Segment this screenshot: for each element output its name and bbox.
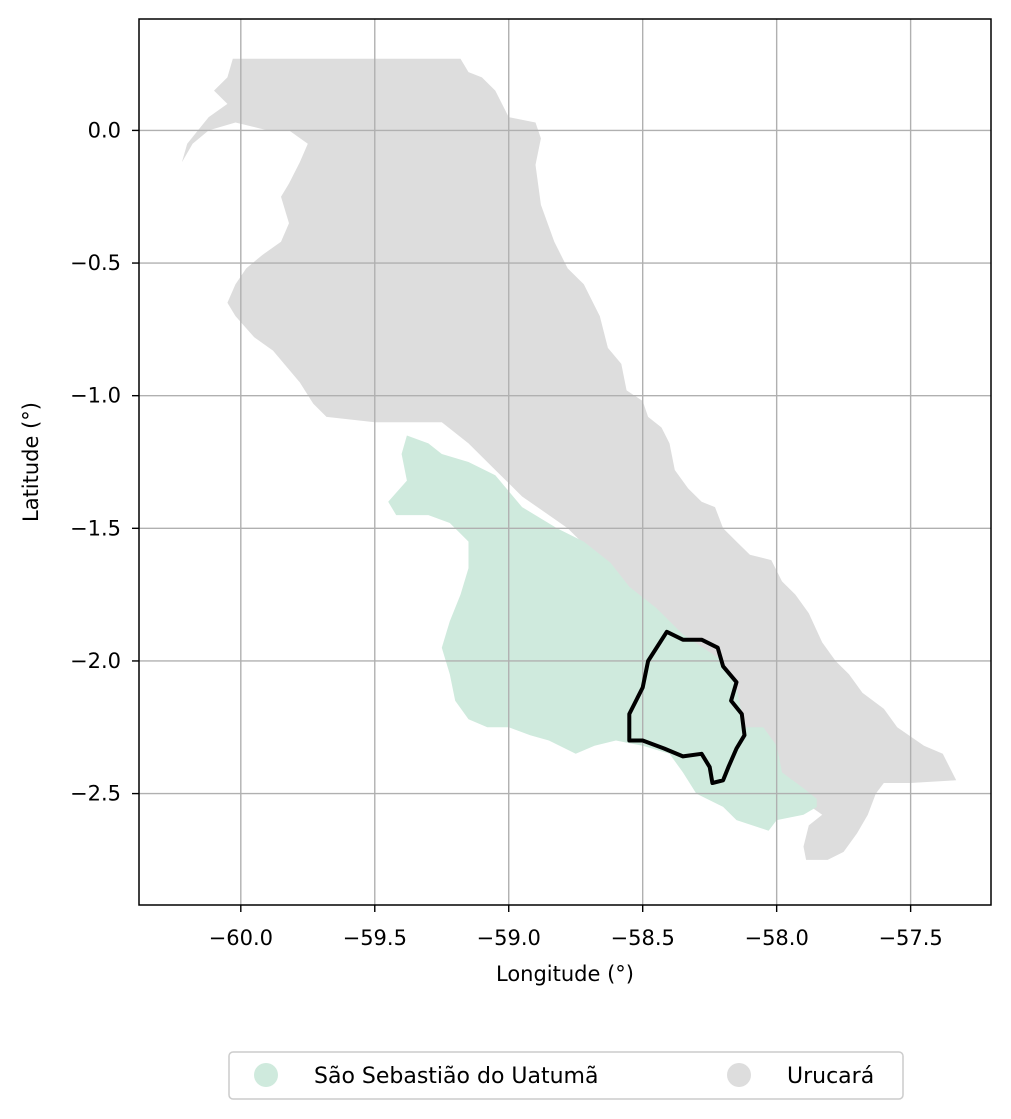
y-tick-label: −1.5 <box>70 516 121 540</box>
legend-marker-sao-sebastiao <box>254 1063 278 1087</box>
x-axis-ticks: −60.0 −59.5 −59.0 −58.5 −58.0 −57.5 <box>209 905 943 950</box>
region-sao-sebastiao-do-uatuma <box>388 435 817 831</box>
gridlines <box>139 19 991 905</box>
map-plot-area <box>139 19 991 905</box>
y-tick-label: −2.0 <box>70 649 121 673</box>
x-tick-label: −60.0 <box>209 926 273 950</box>
y-axis-ticks: 0.0 −0.5 −1.0 −1.5 −2.0 −2.5 <box>70 118 139 806</box>
y-tick-label: −0.5 <box>70 251 121 275</box>
x-axis-label: Longitude (°) <box>496 962 634 986</box>
axes-frame <box>138 18 992 906</box>
legend-label-sao-sebastiao: São Sebastião do Uatumã <box>314 1064 598 1089</box>
region-urucara <box>181 58 957 860</box>
y-tick-label: −2.5 <box>70 782 121 806</box>
legend-frame <box>228 1051 904 1100</box>
y-axis-label: Latitude (°) <box>19 402 43 522</box>
x-tick-label: −59.0 <box>477 926 541 950</box>
x-tick-label: −59.5 <box>343 926 407 950</box>
legend-marker-urucara <box>727 1063 751 1087</box>
boundary-outline <box>627 629 747 785</box>
x-tick-label: −58.5 <box>611 926 675 950</box>
y-tick-label: −1.0 <box>70 384 121 408</box>
boundary-line <box>627 629 747 785</box>
regions-layer <box>181 58 957 860</box>
y-tick-label: 0.0 <box>88 118 121 142</box>
x-tick-label: −58.0 <box>744 926 808 950</box>
legend: São Sebastião do Uatumã Urucará <box>228 1051 904 1100</box>
legend-label-urucara: Urucará <box>787 1064 874 1089</box>
x-tick-label: −57.5 <box>878 926 942 950</box>
